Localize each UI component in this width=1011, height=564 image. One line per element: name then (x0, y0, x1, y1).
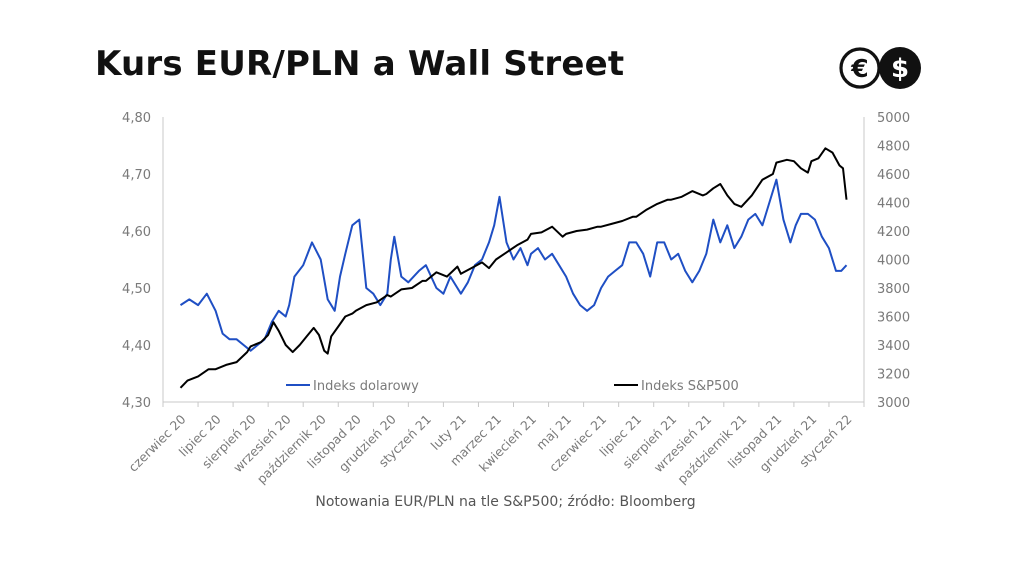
y-right-tick-label: 3200 (877, 368, 910, 383)
chart-caption: Notowania EUR/PLN na tle S&P500; źródło:… (315, 494, 696, 510)
brand-logo: € $ (839, 47, 921, 89)
y-right-tick-label: 4600 (877, 168, 910, 183)
y-right-tick-label: 4000 (877, 254, 910, 269)
y-left-tick-label: 4,40 (122, 339, 151, 354)
y-right-tick-label: 5000 (877, 111, 910, 126)
y-right-tick-label: 4200 (877, 225, 910, 240)
series-line-indeks-dolarowy (179, 178, 848, 352)
y-right-tick-label: 3000 (877, 396, 910, 411)
y-right-tick-label: 4800 (877, 140, 910, 155)
y-right-tick-label: 4400 (877, 197, 910, 212)
legend-label: Indeks dolarowy (313, 379, 419, 394)
y-left-tick-label: 4,80 (122, 111, 151, 126)
y-left-tick-label: 4,60 (122, 225, 151, 240)
y-right-tick-label: 3600 (877, 311, 910, 326)
y-right-tick-label: 3800 (877, 282, 910, 297)
x-tick-label: czerwiec 20 (125, 411, 188, 474)
dollar-icon: $ (879, 47, 921, 89)
y-left-tick-label: 4,70 (122, 168, 151, 183)
legend-label: Indeks S&P500 (641, 379, 739, 394)
svg-text:€: € (850, 54, 868, 83)
y-left-tick-label: 4,30 (122, 396, 151, 411)
y-left-tick-label: 4,50 (122, 282, 151, 297)
series-line-indeks-sp500 (179, 147, 848, 389)
page-title: Kurs EUR/PLN a Wall Street (95, 44, 625, 84)
svg-text:$: $ (891, 54, 909, 84)
y-right-tick-label: 3400 (877, 339, 910, 354)
